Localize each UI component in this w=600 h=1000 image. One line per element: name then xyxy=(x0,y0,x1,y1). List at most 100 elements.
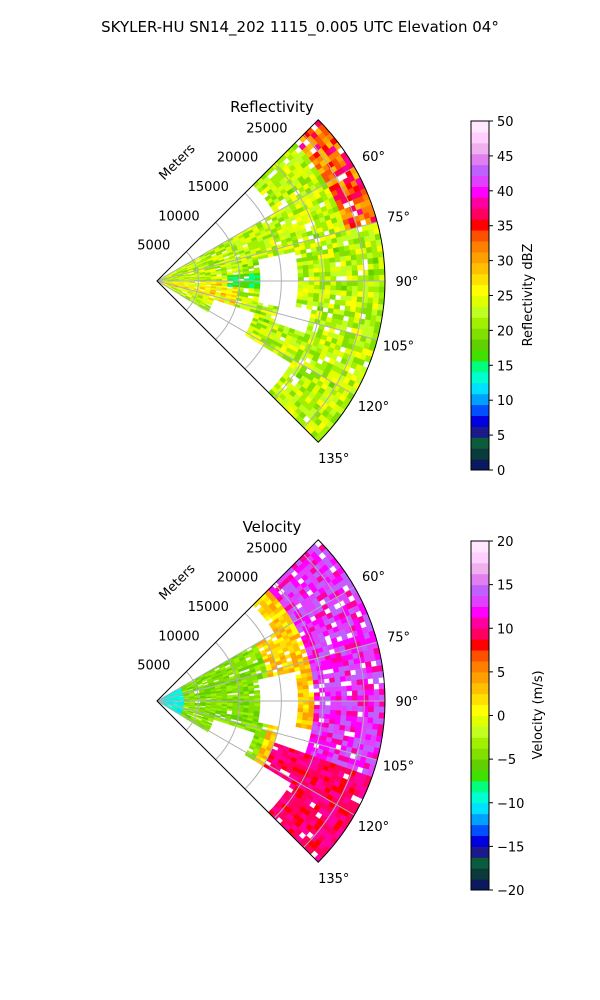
field-cell xyxy=(379,700,386,708)
reflectivity-field xyxy=(156,119,386,443)
field-cell xyxy=(339,300,347,307)
azimuth-tick-label: 135° xyxy=(318,872,349,887)
field-cell xyxy=(355,248,362,256)
field-cell xyxy=(371,665,378,673)
field-cell xyxy=(352,275,359,282)
field-cell xyxy=(357,706,364,713)
field-cell xyxy=(330,700,337,706)
colorbar-swatch xyxy=(471,584,489,597)
colorbar-tick-label: 15 xyxy=(497,579,514,594)
colorbar-swatch xyxy=(471,780,489,793)
field-cell xyxy=(356,296,363,303)
colorbar-swatch xyxy=(471,541,489,553)
field-cell xyxy=(330,691,337,697)
velocity-colorbar-ticks: −20 −15 −10 −5 0 5 10 15 20 xyxy=(489,535,524,899)
field-cell xyxy=(345,715,353,722)
colorbar-tick-label: 25 xyxy=(497,290,514,305)
reflectivity-colorbar-label: Reflectivity dBZ xyxy=(521,244,536,347)
colorbar-swatch xyxy=(471,857,489,869)
azimuth-spoke xyxy=(156,700,378,761)
field-cell xyxy=(371,309,378,317)
field-cell xyxy=(379,268,386,276)
field-cell xyxy=(373,286,380,293)
velocity-colorbar: −20 −15 −10 −5 0 5 10 15 20 Velocity (m/s) xyxy=(470,535,546,899)
field-cell xyxy=(325,280,331,286)
field-cell xyxy=(254,275,261,279)
field-cell xyxy=(303,700,310,706)
field-cell xyxy=(373,274,380,282)
field-cell xyxy=(232,276,239,280)
colorbar-swatch xyxy=(471,824,489,836)
field-cell xyxy=(297,265,304,271)
field-cell xyxy=(379,286,386,294)
field-cell xyxy=(340,295,347,302)
field-cell xyxy=(373,689,380,696)
field-cell xyxy=(357,264,364,271)
field-cell xyxy=(248,275,255,279)
field-cell xyxy=(366,672,374,680)
field-cell xyxy=(351,690,358,697)
field-cell xyxy=(329,262,336,268)
field-cell xyxy=(335,266,342,272)
field-cell xyxy=(335,700,342,707)
velocity-colorbar-swatches xyxy=(471,541,489,891)
field-cell xyxy=(238,696,245,700)
colorbar-tick-label: −15 xyxy=(497,840,524,855)
field-cell xyxy=(334,299,341,306)
colorbar-swatch xyxy=(471,262,489,275)
colorbar-swatch xyxy=(471,835,489,847)
field-cell xyxy=(335,686,342,692)
field-cell xyxy=(173,701,179,703)
field-cell xyxy=(341,270,348,277)
field-cell xyxy=(341,280,348,287)
colorbar-swatch xyxy=(471,404,489,416)
colorbar-swatch xyxy=(471,726,489,738)
field-cell xyxy=(324,705,331,711)
field-cell xyxy=(183,701,190,703)
field-cell xyxy=(330,271,337,277)
field-cell xyxy=(344,670,351,677)
colorbar-swatch xyxy=(471,573,489,586)
field-cell xyxy=(351,685,358,691)
field-cell xyxy=(371,245,378,253)
reflectivity-range-ticks: 5000 10000 15000 20000 25000 xyxy=(137,121,287,253)
field-cell xyxy=(226,708,233,712)
reflectivity-colorbar-swatches xyxy=(471,121,489,471)
field-cell xyxy=(302,684,309,690)
field-cell xyxy=(314,276,321,282)
field-cell xyxy=(313,263,320,269)
colorbar-swatch xyxy=(471,639,489,651)
field-cell xyxy=(367,711,375,719)
field-cell xyxy=(346,710,353,717)
field-cell xyxy=(339,720,347,727)
colorbar-tick-label: 40 xyxy=(497,185,514,200)
field-cell xyxy=(372,671,379,679)
colorbar-swatch xyxy=(471,153,489,166)
field-cell xyxy=(302,680,309,686)
field-cell xyxy=(313,268,320,273)
field-cell xyxy=(372,677,380,685)
field-cell xyxy=(329,289,337,296)
field-cell xyxy=(322,673,330,680)
field-cell xyxy=(303,696,310,702)
field-cell xyxy=(329,682,336,688)
field-cell xyxy=(367,263,375,271)
field-cell xyxy=(355,673,363,681)
field-cell xyxy=(334,681,342,688)
field-cell xyxy=(297,284,304,289)
colorbar-swatch xyxy=(471,704,489,716)
field-cell xyxy=(207,718,214,723)
field-cell xyxy=(306,724,313,730)
field-cell xyxy=(356,679,363,686)
field-cell xyxy=(372,297,380,305)
field-cell xyxy=(368,695,375,702)
range-tick-label: 25000 xyxy=(246,541,287,556)
reflectivity-colorbar-ticks: 0 5 10 15 20 25 30 35 40 45 50 xyxy=(489,115,514,479)
field-cell xyxy=(368,689,375,696)
field-cell xyxy=(340,265,347,272)
field-cell xyxy=(206,301,213,306)
colorbar-swatch xyxy=(471,426,489,438)
field-cell xyxy=(324,262,331,269)
colorbar-swatch xyxy=(471,660,489,673)
field-cell xyxy=(350,721,357,728)
